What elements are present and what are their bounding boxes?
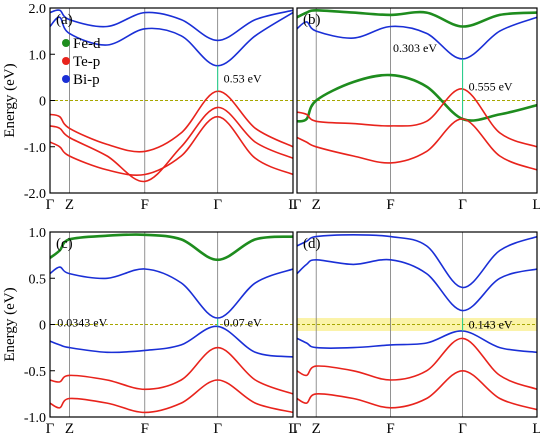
x-tick-label: Γ (46, 197, 55, 213)
band-panel-2: Γ Z F Γ L(b)0.303 eV0.555 eV (293, 7, 540, 213)
legend-label: Te-p (73, 54, 100, 70)
plot-frame (296, 7, 538, 194)
x-tick-label: L (532, 197, 540, 213)
band-line-4 (50, 11, 293, 67)
x-tick-label: Γ (458, 197, 467, 213)
x-tick-label: Γ (213, 421, 222, 437)
x-tick-label: L (532, 421, 540, 437)
band-line-5 (297, 16, 537, 60)
legend-marker (62, 39, 70, 47)
gap-value-label: 0.555 eV (469, 80, 513, 94)
x-tick-label: Γ (293, 421, 302, 437)
x-tick-label: Z (312, 421, 321, 437)
band-line-4 (297, 337, 537, 391)
legend-marker (62, 75, 70, 83)
gap-value-label: 0.53 eV (224, 72, 262, 86)
y-tick-label: -2.0 (24, 187, 46, 202)
x-tick-label: Z (65, 421, 74, 437)
legend-label: Fe-d (73, 36, 101, 52)
band-line-1 (297, 73, 537, 123)
x-tick-label: Γ (46, 421, 55, 437)
y-tick-label: 2.0 (29, 2, 47, 17)
band-line-3 (50, 325, 293, 358)
x-tick-label: F (386, 197, 394, 213)
band-line-2 (50, 266, 293, 319)
y-tick-label: -1.0 (24, 411, 46, 426)
band-line-1 (50, 233, 293, 262)
x-tick-label: F (141, 197, 149, 213)
y-tick-label: 1.0 (29, 226, 47, 241)
panel-label: (c) (56, 236, 73, 252)
x-tick-label: L (288, 421, 297, 437)
band-line-1 (50, 90, 293, 153)
x-tick-label: Γ (213, 197, 222, 213)
band-line-5 (297, 369, 537, 411)
band-line-2 (297, 88, 537, 148)
y-tick-label: 0 (39, 95, 46, 110)
y-axis-label: Energy (eV) (2, 287, 18, 361)
energy-annotation: 0.303 eV (393, 41, 437, 55)
legend-marker (62, 57, 70, 65)
x-tick-label: L (288, 197, 297, 213)
y-tick-label: 0.5 (29, 272, 47, 287)
panel-label: (a) (56, 12, 73, 28)
legend-label: Bi-p (73, 72, 100, 88)
gap-value-label: 0.07 eV (224, 316, 262, 330)
x-tick-label: F (141, 421, 149, 437)
panel-label: (d) (303, 236, 321, 252)
band-line-4 (297, 8, 537, 28)
x-tick-label: Z (312, 197, 321, 213)
band-line-3 (50, 115, 293, 176)
y-tick-label: -1.0 (24, 141, 46, 156)
y-axis-label: Energy (eV) (2, 63, 18, 137)
band-line-2 (297, 258, 537, 312)
x-tick-label: Γ (293, 197, 302, 213)
band-line-2 (50, 106, 293, 183)
plot-frame (296, 231, 538, 418)
panel-label: (b) (303, 12, 321, 28)
y-tick-label: 1.0 (29, 48, 47, 63)
band-line-3 (297, 330, 537, 354)
x-tick-label: F (386, 421, 394, 437)
band-line-5 (50, 9, 293, 42)
x-tick-label: Z (65, 197, 74, 213)
y-tick-label: -0.5 (24, 365, 46, 380)
gap-value-label: 0.143 eV (469, 318, 513, 332)
band-line-4 (50, 346, 293, 395)
band-panel-4: Γ Z F Γ L(d)0.143 eV (293, 231, 540, 437)
y-tick-label: 0 (39, 319, 46, 334)
band-line-1 (297, 233, 537, 289)
x-tick-label: Γ (458, 421, 467, 437)
band-line-5 (50, 379, 293, 414)
band-line-3 (297, 118, 537, 171)
energy-annotation: 0.0343 eV (57, 316, 107, 330)
